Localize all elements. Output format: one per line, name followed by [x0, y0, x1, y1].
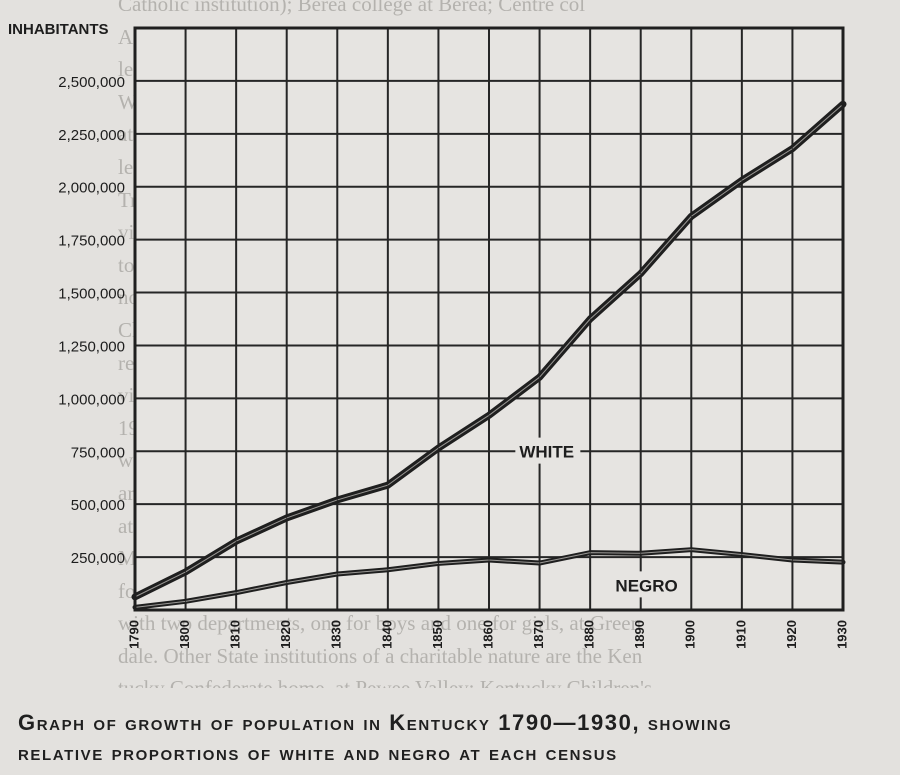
x-tick-label: 1860 [480, 620, 495, 649]
x-tick-label: 1930 [834, 620, 849, 649]
x-tick-labels: 1790 1800 1810 1820 1830 1840 1850 1860 1870 1880… [126, 620, 849, 649]
chart-svg: 250,000 500,000 750,000 1,000,000 1,250,000 1… [8, 21, 849, 649]
y-tick-label: 2,000,000 [58, 180, 125, 197]
x-tick-label: 1800 [177, 620, 192, 649]
x-tick-label: 1820 [278, 620, 293, 649]
y-tick-label: 1,250,000 [58, 338, 125, 355]
data-point [336, 573, 338, 575]
series-label-white: WHITE [519, 443, 574, 462]
x-tick-label: 1840 [379, 620, 394, 649]
data-point [690, 215, 692, 217]
background-text-line: dale. Other State institutions of a char… [118, 643, 643, 668]
x-tick-label: 1850 [430, 620, 445, 649]
series-lines [131, 100, 847, 610]
y-tick-label: 1,750,000 [58, 233, 125, 250]
x-tick-label: 1900 [683, 620, 698, 649]
y-tick-label: 500,000 [71, 497, 125, 514]
y-tick-label: 2,500,000 [58, 74, 125, 91]
y-tick-label: 750,000 [71, 444, 125, 461]
data-point [791, 148, 793, 150]
data-point [488, 559, 490, 561]
data-point [235, 540, 237, 542]
data-point [185, 600, 187, 602]
series-labels: WHITE NEGRO [515, 437, 678, 598]
data-point [640, 552, 642, 554]
y-tick-label: 1,500,000 [58, 286, 125, 303]
data-point [286, 581, 288, 583]
x-tick-label: 1920 [784, 620, 799, 649]
y-tick-labels: 250,000 500,000 750,000 1,000,000 1,250,000 1… [58, 74, 125, 567]
x-tick-label: 1810 [228, 620, 243, 649]
population-chart: 250,000 500,000 750,000 1,000,000 1,250,000 1… [8, 21, 849, 649]
background-text-line: Catholic institution); Berea college at … [118, 0, 586, 16]
data-point [690, 549, 692, 551]
data-point [286, 517, 288, 519]
y-tick-label: 2,250,000 [58, 127, 125, 144]
caption-line-1: Graph of growth of population in Kentuck… [18, 710, 733, 735]
data-point [387, 569, 389, 571]
data-point [336, 499, 338, 501]
data-point [539, 562, 541, 564]
data-point [791, 559, 793, 561]
data-point [589, 318, 591, 320]
x-tick-label: 1870 [531, 620, 546, 649]
series-label-bg [515, 437, 581, 464]
data-point [539, 376, 541, 378]
data-point [437, 447, 439, 449]
y-tick-label: 1,000,000 [58, 391, 125, 408]
data-point [741, 554, 743, 556]
series-label-bg [611, 571, 677, 598]
x-tick-label: 1880 [582, 620, 597, 649]
data-point [185, 571, 187, 573]
x-tick-label: 1790 [126, 620, 141, 649]
y-tick-label: 250,000 [71, 550, 125, 567]
x-tick-label: 1910 [733, 620, 748, 649]
y-axis-label: INHABITANTS [8, 21, 109, 38]
caption-line-2: relative proportions of white and negro … [18, 740, 618, 765]
background-text-line: tucky Confederate home, at Pewee Valley;… [118, 676, 652, 688]
data-point [589, 552, 591, 554]
data-point [741, 179, 743, 181]
data-point [640, 272, 642, 274]
data-point [488, 414, 490, 416]
background-text-line: with two departments, one for boys and o… [118, 611, 642, 636]
figure-caption: Graph of growth of population in Kentuck… [18, 708, 888, 768]
data-point [437, 562, 439, 564]
series-label-negro: NEGRO [615, 576, 677, 595]
plot-frame [133, 26, 845, 612]
x-tick-label: 1830 [329, 620, 344, 649]
data-point [235, 592, 237, 594]
data-point [387, 484, 389, 486]
x-tick-label: 1890 [632, 620, 647, 649]
